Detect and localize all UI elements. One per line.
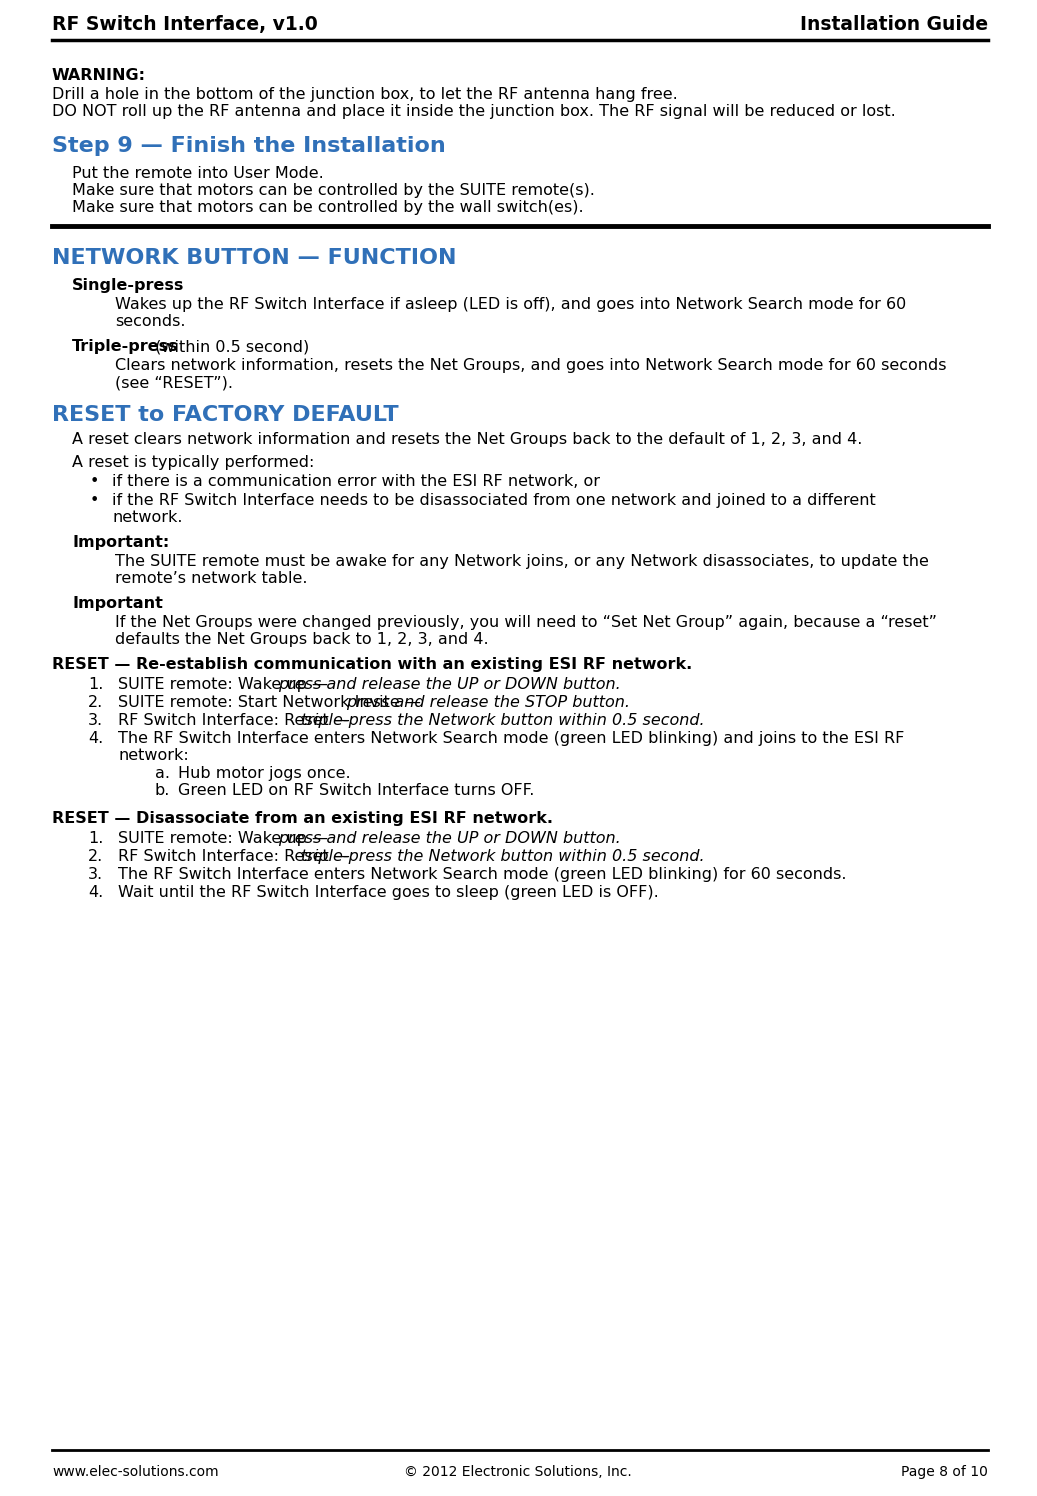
Text: 2.: 2. <box>88 696 104 711</box>
Text: press and release the UP or DOWN button.: press and release the UP or DOWN button. <box>278 830 621 847</box>
Text: Clears network information, resets the Net Groups, and goes into Network Search : Clears network information, resets the N… <box>115 358 947 373</box>
Text: Green LED on RF Switch Interface turns OFF.: Green LED on RF Switch Interface turns O… <box>178 782 534 797</box>
Text: if the RF Switch Interface needs to be disassociated from one network and joined: if the RF Switch Interface needs to be d… <box>112 494 876 509</box>
Text: A reset clears network information and resets the Net Groups back to the default: A reset clears network information and r… <box>72 432 863 447</box>
Text: RESET — Disassociate from an existing ESI RF network.: RESET — Disassociate from an existing ES… <box>52 811 553 826</box>
Text: seconds.: seconds. <box>115 314 186 329</box>
Text: The RF Switch Interface enters Network Search mode (green LED blinking) for 60 s: The RF Switch Interface enters Network S… <box>118 868 846 883</box>
Text: (see “RESET”).: (see “RESET”). <box>115 375 233 390</box>
Text: DO NOT roll up the RF antenna and place it inside the junction box. The RF signa: DO NOT roll up the RF antenna and place … <box>52 105 896 120</box>
Text: 1.: 1. <box>88 830 104 847</box>
Text: The RF Switch Interface enters Network Search mode (green LED blinking) and join: The RF Switch Interface enters Network S… <box>118 732 904 747</box>
Text: triple-press the Network button within 0.5 second.: triple-press the Network button within 0… <box>301 850 704 865</box>
Text: •: • <box>90 494 100 509</box>
Text: Triple-press: Triple-press <box>72 340 178 355</box>
Text: © 2012 Electronic Solutions, Inc.: © 2012 Electronic Solutions, Inc. <box>404 1465 632 1480</box>
Text: triple-press the Network button within 0.5 second.: triple-press the Network button within 0… <box>301 714 704 729</box>
Text: a.: a. <box>155 766 170 781</box>
Text: RF Switch Interface: Reset —: RF Switch Interface: Reset — <box>118 850 355 865</box>
Text: Make sure that motors can be controlled by the wall switch(es).: Make sure that motors can be controlled … <box>72 200 584 215</box>
Text: Drill a hole in the bottom of the junction box, to let the RF antenna hang free.: Drill a hole in the bottom of the juncti… <box>52 87 678 102</box>
Text: The SUITE remote must be awake for any Network joins, or any Network disassociat: The SUITE remote must be awake for any N… <box>115 554 929 568</box>
Text: If the Net Groups were changed previously, you will need to “Set Net Group” agai: If the Net Groups were changed previousl… <box>115 615 937 630</box>
Text: A reset is typically performed:: A reset is typically performed: <box>72 455 314 470</box>
Text: SUITE remote: Wake up —: SUITE remote: Wake up — <box>118 678 333 693</box>
Text: network:: network: <box>118 748 189 763</box>
Text: SUITE remote: Start Network Invite —: SUITE remote: Start Network Invite — <box>118 696 426 711</box>
Text: 2.: 2. <box>88 850 104 865</box>
Text: Single-press: Single-press <box>72 278 185 293</box>
Text: b.: b. <box>155 782 170 797</box>
Text: network.: network. <box>112 510 183 525</box>
Text: SUITE remote: Wake up —: SUITE remote: Wake up — <box>118 830 333 847</box>
Text: defaults the Net Groups back to 1, 2, 3, and 4.: defaults the Net Groups back to 1, 2, 3,… <box>115 631 488 646</box>
Text: WARNING:: WARNING: <box>52 67 146 82</box>
Text: (within 0.5 second): (within 0.5 second) <box>150 340 309 355</box>
Text: press and release the STOP button.: press and release the STOP button. <box>346 696 630 711</box>
Text: Page 8 of 10: Page 8 of 10 <box>901 1465 988 1480</box>
Text: RESET to FACTORY DEFAULT: RESET to FACTORY DEFAULT <box>52 405 398 425</box>
Text: press and release the UP or DOWN button.: press and release the UP or DOWN button. <box>278 678 621 693</box>
Text: www.elec-solutions.com: www.elec-solutions.com <box>52 1465 219 1480</box>
Text: Step 9 — Finish the Installation: Step 9 — Finish the Installation <box>52 136 446 156</box>
Text: •: • <box>90 474 100 489</box>
Text: RF Switch Interface, v1.0: RF Switch Interface, v1.0 <box>52 15 317 34</box>
Text: 3.: 3. <box>88 714 103 729</box>
Text: Wait until the RF Switch Interface goes to sleep (green LED is OFF).: Wait until the RF Switch Interface goes … <box>118 886 658 901</box>
Text: 3.: 3. <box>88 868 103 883</box>
Text: Put the remote into User Mode.: Put the remote into User Mode. <box>72 166 324 181</box>
Text: 4.: 4. <box>88 886 104 901</box>
Text: Make sure that motors can be controlled by the SUITE remote(s).: Make sure that motors can be controlled … <box>72 183 595 197</box>
Text: if there is a communication error with the ESI RF network, or: if there is a communication error with t… <box>112 474 600 489</box>
Text: :: : <box>136 595 141 610</box>
Text: NETWORK BUTTON — FUNCTION: NETWORK BUTTON — FUNCTION <box>52 248 456 268</box>
Text: Important:: Important: <box>72 536 169 551</box>
Text: 4.: 4. <box>88 732 104 747</box>
Text: 1.: 1. <box>88 678 104 693</box>
Text: Important: Important <box>72 595 163 610</box>
Text: Hub motor jogs once.: Hub motor jogs once. <box>178 766 351 781</box>
Text: RF Switch Interface: Reset —: RF Switch Interface: Reset — <box>118 714 355 729</box>
Text: remote’s network table.: remote’s network table. <box>115 571 308 586</box>
Text: Installation Guide: Installation Guide <box>800 15 988 34</box>
Text: RESET — Re-establish communication with an existing ESI RF network.: RESET — Re-establish communication with … <box>52 657 693 672</box>
Text: Wakes up the RF Switch Interface if asleep (LED is off), and goes into Network S: Wakes up the RF Switch Interface if asle… <box>115 298 906 313</box>
